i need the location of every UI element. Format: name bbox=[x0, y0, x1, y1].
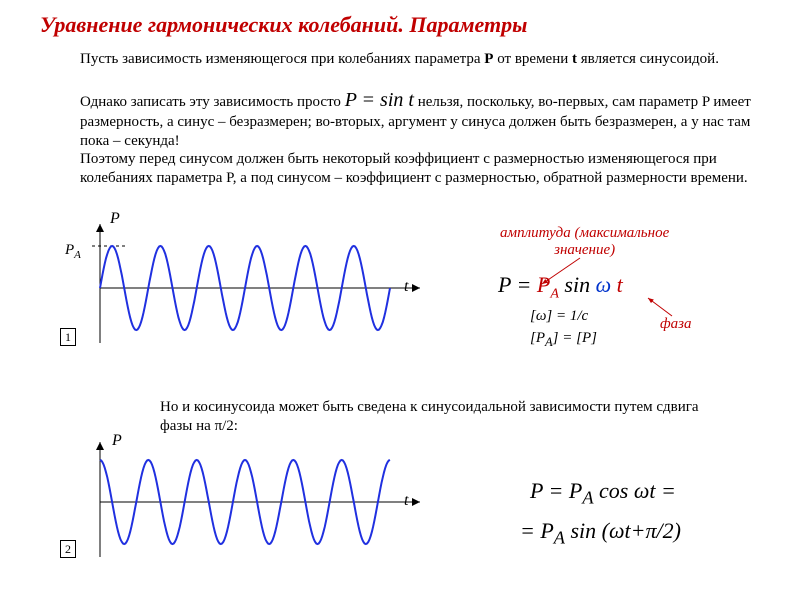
para-4: Но и косинусоида может быть сведена к си… bbox=[160, 398, 700, 436]
fig2-axis-t: t bbox=[404, 492, 408, 510]
equation-cosine-1: P = PA cos ωt = bbox=[530, 478, 676, 508]
annotation-amplitude: амплитуда (максимальноезначение) bbox=[500, 225, 669, 260]
figure-1-sine-plot bbox=[80, 218, 430, 348]
figure-2-cosine-plot bbox=[80, 434, 430, 564]
unit-pa: [PA] = [P] bbox=[530, 330, 597, 350]
equation-cosine-2: = PA sin (ωt+π/2) bbox=[520, 518, 681, 548]
unit-omega: [ω] = 1/c bbox=[530, 308, 588, 325]
para-1: Пусть зависимость изменяющегося при коле… bbox=[80, 50, 770, 69]
page-title: Уравнение гармонических колебаний. Парам… bbox=[40, 12, 527, 38]
para-2: Однако записать эту зависимость просто P… bbox=[80, 88, 780, 151]
fig1-axis-P: P bbox=[110, 210, 120, 228]
figure-2-number: 2 bbox=[60, 540, 76, 558]
equation-harmonic: P = PA sin ω t bbox=[498, 272, 623, 302]
arrow-phase bbox=[0, 0, 1, 1]
fig1-axis-t: t bbox=[404, 278, 408, 296]
figure-1-number: 1 bbox=[60, 328, 76, 346]
annotation-phase: фаза bbox=[660, 316, 692, 333]
para-3: Поэтому перед синусом должен быть некото… bbox=[80, 150, 780, 188]
fig1-amplitude-label: PA bbox=[65, 242, 81, 261]
fig2-axis-P: P bbox=[112, 432, 122, 450]
